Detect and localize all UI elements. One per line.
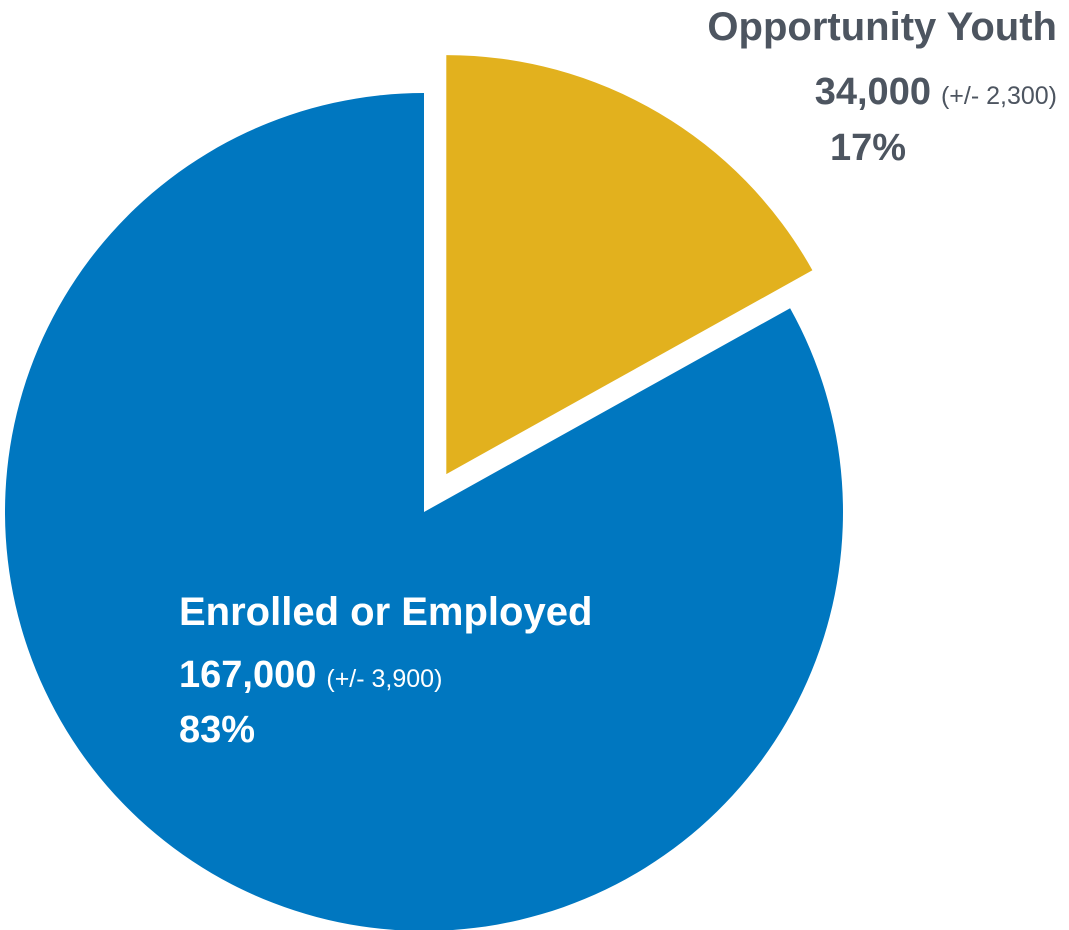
slice-moe-enrolled-or-employed: (+/- 3,900) — [326, 665, 442, 693]
label-opportunity-youth: Opportunity Youth 34,000 (+/- 2,300) 17% — [707, 5, 1057, 169]
slice-value-enrolled-or-employed: 167,000 (+/- 3,900) — [179, 654, 442, 696]
pie-slice-enrolled-or-employed — [5, 93, 843, 930]
slice-name-enrolled-or-employed: Enrolled or Employed — [179, 590, 592, 634]
slice-percent-opportunity-youth: 17% — [830, 127, 906, 169]
slice-count-opportunity-youth: 34,000 — [815, 71, 931, 113]
pie-slice-opportunity-youth — [446, 55, 813, 475]
slice-moe-opportunity-youth: (+/- 2,300) — [941, 82, 1057, 110]
slice-percent-enrolled-or-employed: 83% — [179, 709, 255, 751]
pie-slices — [5, 55, 843, 930]
slice-count-enrolled-or-employed: 167,000 — [179, 654, 316, 696]
slice-name-opportunity-youth: Opportunity Youth — [707, 5, 1057, 49]
slice-value-opportunity-youth: 34,000 (+/- 2,300) — [815, 71, 1057, 113]
label-enrolled-or-employed: Enrolled or Employed 167,000 (+/- 3,900) … — [179, 590, 592, 751]
